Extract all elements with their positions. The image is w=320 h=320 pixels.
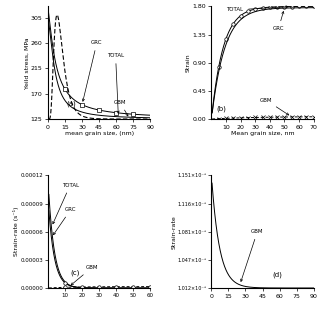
Text: (d): (d) <box>273 272 283 278</box>
Text: GBM: GBM <box>71 265 98 285</box>
Text: TOTAL: TOTAL <box>107 53 124 113</box>
Text: GBM: GBM <box>241 229 264 282</box>
Text: GBM: GBM <box>114 100 128 116</box>
Text: GRC: GRC <box>53 207 76 235</box>
Text: (c): (c) <box>70 269 80 276</box>
Text: TOTAL: TOTAL <box>226 6 288 12</box>
Text: GBM: GBM <box>260 98 289 115</box>
Text: (b): (b) <box>217 105 227 112</box>
Text: GRC: GRC <box>273 12 284 31</box>
Y-axis label: Strain: Strain <box>186 53 191 72</box>
Y-axis label: Strain-rate: Strain-rate <box>171 215 176 249</box>
Text: GRC: GRC <box>82 40 103 101</box>
Y-axis label: Strain-rate (s⁻¹): Strain-rate (s⁻¹) <box>13 207 19 256</box>
X-axis label: Mean grain size, nm: Mean grain size, nm <box>231 131 294 136</box>
Text: TOTAL: TOTAL <box>53 183 79 224</box>
Y-axis label: Yeild stress, MPa: Yeild stress, MPa <box>24 37 29 89</box>
Text: (a): (a) <box>66 100 76 107</box>
X-axis label: mean grain size, (nm): mean grain size, (nm) <box>65 131 134 136</box>
